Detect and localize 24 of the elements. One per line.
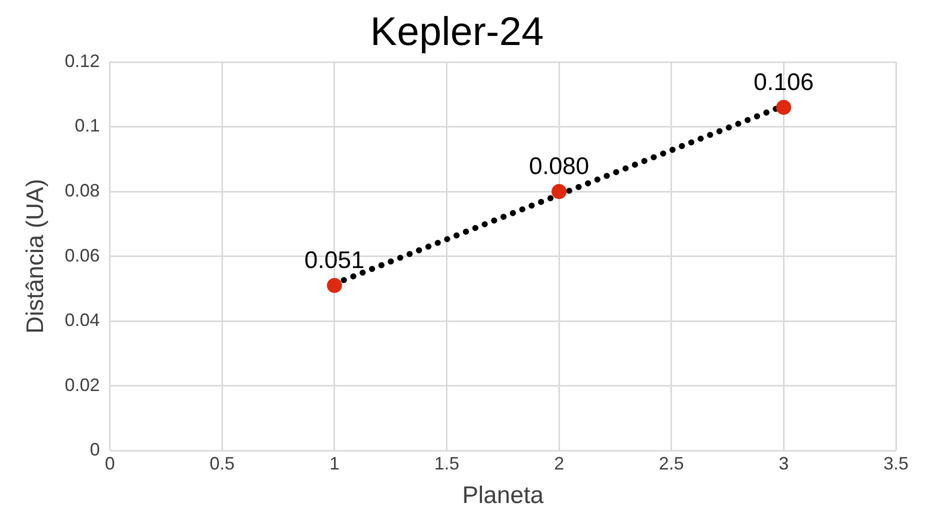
- y-tick-label: 0.06: [64, 245, 100, 266]
- y-tick-label: 0: [90, 440, 100, 460]
- x-tick-label: 3: [778, 453, 789, 474]
- point: [776, 100, 792, 115]
- data-label: 0.080: [529, 153, 590, 180]
- chart-title: Kepler-24: [370, 10, 544, 54]
- x-tick-label: 1: [329, 453, 340, 474]
- x-tick-label: 3.5: [883, 453, 909, 474]
- x-axis-title: Planeta: [462, 482, 544, 510]
- y-tick-label: 0.08: [64, 180, 100, 200]
- data-label: 0.051: [304, 247, 364, 274]
- y-tick-label: 0.12: [64, 50, 100, 71]
- point: [552, 184, 567, 200]
- x-tick-label: 2: [554, 453, 564, 474]
- x-tick-label: 0.5: [210, 453, 235, 474]
- y-tick-label: 0.1: [74, 116, 100, 136]
- y-tick-label: 0.02: [64, 374, 100, 395]
- y-axis-title: Distância (UA): [22, 178, 50, 334]
- x-tick-label: 1.5: [434, 453, 460, 474]
- data-label: 0.106: [754, 68, 814, 96]
- x-tick-label: 2.5: [658, 453, 684, 474]
- y-tick-label: 0.04: [64, 310, 100, 330]
- point: [326, 278, 342, 293]
- x-tick-label: 0: [104, 453, 115, 474]
